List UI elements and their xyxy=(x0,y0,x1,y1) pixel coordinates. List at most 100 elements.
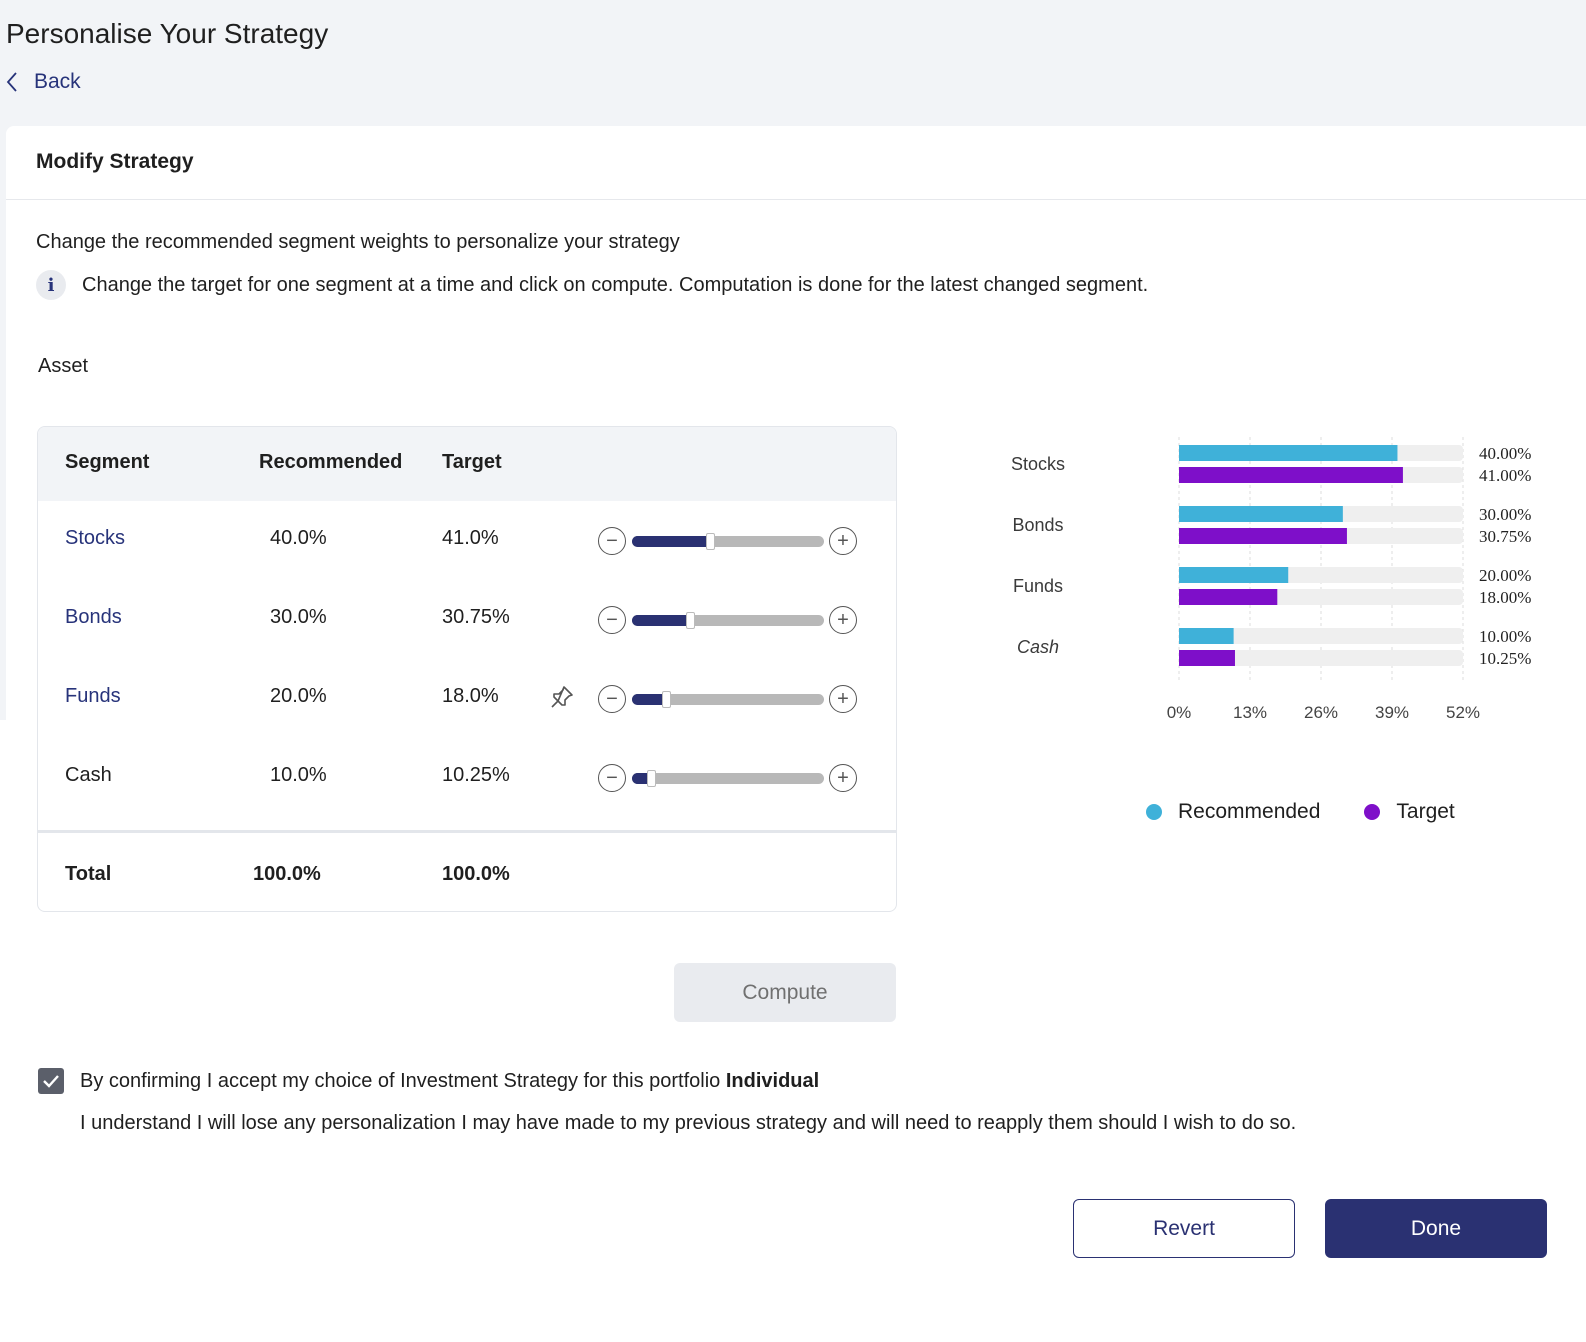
table-row: Funds 20.0% 18.0% − + xyxy=(38,659,896,737)
table-row: Stocks 40.0% 41.0% − + xyxy=(38,501,896,579)
target-slider-stocks[interactable] xyxy=(632,533,824,550)
page-title: Personalise Your Strategy xyxy=(6,18,329,49)
target-slider-funds[interactable] xyxy=(632,691,824,708)
category-label: Funds xyxy=(1013,576,1063,596)
data-label: 10.25% xyxy=(1479,649,1531,668)
segment-name-stocks[interactable]: Stocks xyxy=(65,527,126,549)
increase-bonds-button[interactable]: + xyxy=(829,606,857,634)
total-recommended: 100.0% xyxy=(253,863,321,885)
category-label: Bonds xyxy=(1012,515,1063,535)
slider-fill xyxy=(632,694,667,705)
increase-funds-button[interactable]: + xyxy=(829,685,857,713)
confirm-note: I understand I will lose any personaliza… xyxy=(80,1112,1297,1134)
segment-name-funds[interactable]: Funds xyxy=(65,685,121,707)
category-label: Cash xyxy=(1017,637,1059,657)
table-row: Bonds 30.0% 30.75% − + xyxy=(38,580,896,658)
slider-fill xyxy=(632,615,691,626)
target-slider-cash[interactable] xyxy=(632,770,824,787)
total-row: Total 100.0% 100.0% xyxy=(38,830,896,911)
info-text: Change the target for one segment at a t… xyxy=(82,273,1149,296)
confirm-checkbox[interactable] xyxy=(38,1068,64,1094)
slider-handle[interactable] xyxy=(662,691,671,708)
data-label: 10.00% xyxy=(1479,627,1531,646)
recommended-value-bonds: 30.0% xyxy=(270,606,327,628)
confirm-row: By confirming I accept my choice of Inve… xyxy=(38,1068,819,1094)
x-tick-label: 52% xyxy=(1446,703,1480,722)
recommended-value-stocks: 40.0% xyxy=(270,527,327,549)
total-target: 100.0% xyxy=(442,863,510,885)
slider-handle[interactable] xyxy=(686,612,695,629)
bar-target-stocks xyxy=(1179,467,1403,483)
table-row: Cash 10.0% 10.25% − + xyxy=(38,738,896,816)
slider-handle[interactable] xyxy=(706,533,715,550)
confirm-statement: By confirming I accept my choice of Inve… xyxy=(80,1069,726,1092)
revert-button[interactable]: Revert xyxy=(1073,1199,1295,1258)
decrease-stocks-button[interactable]: − xyxy=(598,527,626,555)
category-label: Stocks xyxy=(1011,454,1065,474)
modify-strategy-card: Modify Strategy Change the recommended s… xyxy=(6,126,1586,1276)
header-recommended: Recommended xyxy=(259,451,403,473)
bar-track xyxy=(1179,628,1463,644)
recommended-value-funds: 20.0% xyxy=(270,685,327,707)
x-tick-label: 0% xyxy=(1167,703,1192,722)
decrease-funds-button[interactable]: − xyxy=(598,685,626,713)
back-link[interactable]: Back xyxy=(6,68,81,96)
x-tick-label: 13% xyxy=(1233,703,1267,722)
intro-text: Change the recommended segment weights t… xyxy=(36,231,680,253)
confirm-text: By confirming I accept my choice of Inve… xyxy=(80,1070,819,1093)
legend-target: Target xyxy=(1364,800,1455,824)
x-tick-label: 39% xyxy=(1375,703,1409,722)
data-label: 40.00% xyxy=(1479,444,1531,463)
slider-fill xyxy=(632,536,711,547)
checkmark-icon xyxy=(43,1075,59,1088)
legend-dot xyxy=(1364,804,1381,820)
recommended-value-cash: 10.0% xyxy=(270,764,327,786)
header-segment: Segment xyxy=(65,451,150,473)
target-slider-bonds[interactable] xyxy=(632,612,824,629)
segment-name-cash: Cash xyxy=(65,764,112,786)
bar-target-cash xyxy=(1179,650,1235,666)
data-label: 20.00% xyxy=(1479,566,1531,585)
portfolio-name: Individual xyxy=(725,1069,820,1092)
data-label: 30.75% xyxy=(1479,527,1531,546)
allocation-chart: Stocks 40.00% 41.00% Bonds 30.00% 30.75% Funds… xyxy=(990,425,1570,835)
bar-target-funds xyxy=(1179,589,1278,605)
increase-stocks-button[interactable]: + xyxy=(829,527,857,555)
bar-recommended-stocks xyxy=(1179,445,1398,461)
header-target: Target xyxy=(442,451,502,473)
increase-cash-button[interactable]: + xyxy=(829,764,857,792)
decrease-cash-button[interactable]: − xyxy=(598,764,626,792)
legend-label: Target xyxy=(1396,800,1455,823)
total-label: Total xyxy=(65,863,112,885)
chart-legend: Recommended Target xyxy=(1146,800,1455,824)
target-value-bonds: 30.75% xyxy=(442,606,510,628)
segment-table: Segment Recommended Target Stocks 40.0% 41… xyxy=(37,426,897,912)
compute-button[interactable]: Compute xyxy=(674,963,896,1022)
card-header: Modify Strategy xyxy=(6,126,1586,200)
table-header: Segment Recommended Target xyxy=(38,427,896,501)
segment-name-bonds[interactable]: Bonds xyxy=(65,606,122,628)
data-label: 41.00% xyxy=(1479,466,1531,485)
target-value-stocks: 41.0% xyxy=(442,527,499,549)
data-label: 30.00% xyxy=(1479,505,1531,524)
allocation-bar-chart: Stocks 40.00% 41.00% Bonds 30.00% 30.75% Funds… xyxy=(1011,437,1531,722)
bar-recommended-funds xyxy=(1179,567,1289,583)
slider-fill xyxy=(632,773,652,784)
decrease-bonds-button[interactable]: − xyxy=(598,606,626,634)
target-value-cash: 10.25% xyxy=(442,764,510,786)
bar-target-bonds xyxy=(1179,528,1347,544)
x-tick-label: 26% xyxy=(1304,703,1338,722)
legend-dot xyxy=(1146,804,1162,820)
done-button[interactable]: Done xyxy=(1325,1199,1547,1258)
target-value-funds: 18.0% xyxy=(442,685,499,707)
slider-handle[interactable] xyxy=(647,770,656,787)
info-icon: i xyxy=(36,270,66,300)
pin-icon[interactable] xyxy=(548,683,576,711)
bar-recommended-bonds xyxy=(1179,506,1343,522)
asset-label: Asset xyxy=(38,355,89,377)
back-label: Back xyxy=(34,70,81,93)
legend-label: Recommended xyxy=(1178,800,1321,823)
chevron-left-icon xyxy=(6,71,18,93)
info-message: i Change the target for one segment at a… xyxy=(36,270,1148,300)
bar-recommended-cash xyxy=(1179,628,1234,644)
